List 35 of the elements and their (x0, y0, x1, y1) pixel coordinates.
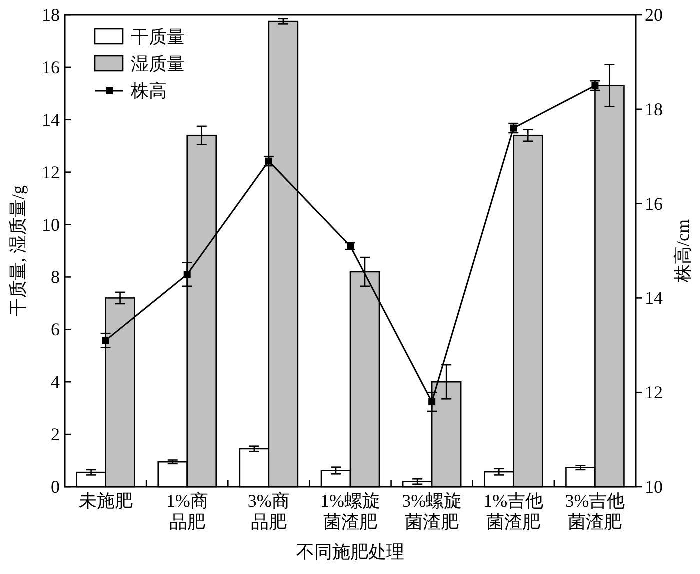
y-tick-label: 4 (51, 372, 60, 392)
y-tick-label: 6 (51, 320, 60, 340)
y2-tick-label: 16 (645, 194, 663, 214)
y-tick-label: 12 (42, 162, 60, 182)
legend-label: 湿质量 (131, 54, 185, 74)
y-tick-label: 2 (51, 424, 60, 445)
y-tick-label: 0 (51, 477, 60, 497)
x-tick-label: 1%吉他菌渣肥 (482, 491, 545, 533)
x-tick-label: 3%吉他菌渣肥 (564, 491, 626, 533)
y-tick-label: 8 (51, 267, 60, 288)
point (102, 337, 110, 344)
legend-label: 干质量 (131, 27, 185, 47)
y-tick-label: 18 (42, 5, 60, 25)
y2-tick-label: 10 (645, 477, 663, 497)
y2-axis-title: 株高/cm (673, 220, 693, 284)
y2-tick-label: 18 (645, 99, 663, 120)
point (347, 242, 354, 250)
point (184, 271, 191, 278)
point (265, 158, 272, 165)
point (428, 398, 436, 406)
y2-tick-label: 20 (645, 5, 663, 25)
y-tick-label: 10 (42, 214, 60, 235)
y2-tick-label: 14 (645, 288, 663, 308)
y-axis-title: 干质量, 湿质量/g (8, 185, 28, 317)
legend-label: 株高 (130, 81, 167, 101)
x-tick-label: 1%螺旋菌渣肥 (320, 491, 382, 533)
x-tick-label: 3%商品肥 (246, 491, 291, 533)
y-tick-label: 16 (42, 57, 60, 78)
y-tick-label: 14 (42, 110, 60, 130)
x-axis-title: 不同施肥处理 (296, 542, 404, 562)
x-tick-label: 未施肥 (78, 491, 134, 512)
x-tick-label: 1%商品肥 (165, 491, 210, 533)
point (510, 124, 518, 132)
x-tick-label: 3%螺旋菌渣肥 (401, 491, 464, 533)
y2-tick-label: 12 (645, 382, 663, 403)
